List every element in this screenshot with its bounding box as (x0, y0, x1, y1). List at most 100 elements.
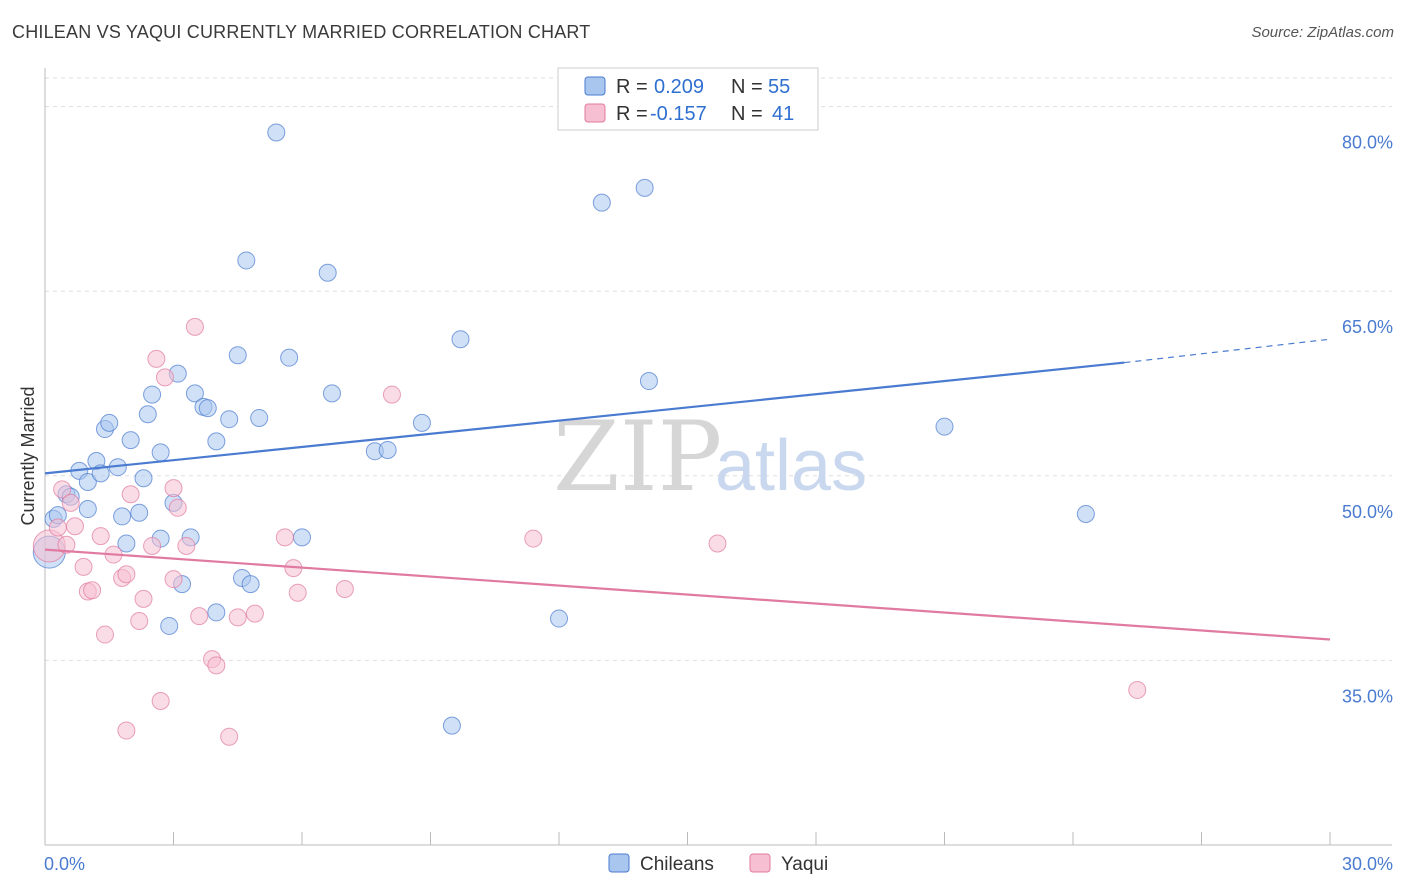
legend-r-value-1: 0.209 (654, 76, 704, 98)
legend-r-value-2: -0.157 (650, 103, 707, 125)
chileans-point (237, 251, 256, 270)
yaqui-point (74, 557, 93, 576)
chileans-trend-line (44, 361, 1125, 475)
chileans-point (592, 193, 611, 212)
data-points (32, 123, 1147, 746)
source-label: Source: ZipAtlas.com (1251, 24, 1394, 41)
chileans-point (322, 384, 341, 403)
legend-swatch-yaqui (584, 103, 606, 123)
chileans-point (550, 609, 568, 628)
yaqui-point (164, 479, 183, 498)
watermark: ZIP atlas (553, 401, 867, 513)
chileans-point (318, 263, 337, 282)
chileans-point (639, 372, 658, 391)
bottom-legend: Chileans Yaqui (608, 853, 828, 875)
chileans-point (280, 348, 299, 367)
yaqui-point (143, 536, 162, 555)
y-axis-tick-labels: 35.0% 50.0% 65.0% 80.0% (1342, 133, 1393, 707)
chileans-point (117, 534, 136, 553)
chileans-point (185, 384, 204, 403)
legend: R = 0.209 N = 55 R = -0.157 N = 41 (557, 67, 819, 131)
yaqui-point (220, 727, 239, 746)
yaqui-point (335, 580, 354, 599)
yaqui-point (57, 535, 76, 554)
chileans-point (220, 410, 239, 429)
chileans-point (134, 469, 153, 488)
chileans-point (113, 507, 132, 526)
y-tick-label-35: 35.0% (1342, 686, 1393, 706)
chart-title: CHILEAN VS YAQUI CURRENTLY MARRIED CORRE… (12, 22, 591, 42)
yaqui-point (228, 608, 247, 627)
chileans-point (267, 123, 286, 142)
yaqui-point (95, 625, 114, 644)
bottom-legend-swatch-yaqui (749, 853, 771, 873)
yaqui-point (53, 480, 72, 499)
yaqui-point (275, 528, 294, 547)
y-axis-label: Currently Married (18, 386, 38, 525)
yaqui-point (117, 565, 136, 584)
chileans-point (635, 178, 654, 197)
legend-r-label-1: R = (616, 76, 648, 98)
chileans-point (151, 443, 170, 462)
chileans-point (228, 346, 247, 365)
chileans-point (100, 413, 119, 432)
yaqui-point (121, 485, 140, 504)
chileans-point (78, 500, 97, 519)
chileans-point (293, 528, 311, 547)
yaqui-point (151, 692, 170, 711)
yaqui-point (83, 581, 102, 600)
chileans-point (143, 385, 162, 404)
yaqui-point (382, 385, 401, 404)
chileans-point (160, 616, 179, 635)
yaqui-point (190, 607, 209, 626)
axes (44, 68, 1392, 846)
chileans-trend-extension (1124, 338, 1331, 364)
y-tick-label-50: 50.0% (1342, 502, 1393, 522)
chileans-point (130, 503, 149, 522)
yaqui-point (177, 536, 196, 555)
x-tick-label-max: 30.0% (1342, 854, 1393, 874)
chileans-point (198, 399, 217, 418)
bottom-legend-label-chileans: Chileans (640, 854, 714, 875)
yaqui-point (91, 527, 110, 546)
yaqui-point (61, 493, 80, 512)
chileans-point (121, 431, 140, 450)
chileans-point (442, 716, 461, 735)
yaqui-point (168, 498, 187, 517)
watermark-zip: ZIP (553, 401, 722, 513)
legend-n-value-2: 41 (772, 103, 794, 125)
yaqui-point (130, 612, 149, 631)
yaqui-point (185, 317, 204, 336)
chileans-point (207, 432, 226, 451)
yaqui-point (155, 368, 174, 387)
chileans-point (451, 330, 470, 349)
watermark-atlas: atlas (715, 426, 867, 506)
yaqui-point (288, 583, 307, 602)
chileans-point (138, 405, 157, 424)
y-tick-label-65: 65.0% (1342, 317, 1393, 337)
yaqui-point (207, 656, 226, 675)
chileans-point (1076, 504, 1095, 523)
yaqui-point (708, 534, 727, 553)
yaqui-point (524, 529, 543, 548)
trend-lines (44, 338, 1331, 641)
chileans-point (412, 413, 431, 432)
x-tick-label-min: 0.0% (44, 854, 85, 874)
yaqui-point (117, 721, 136, 740)
bottom-legend-label-yaqui: Yaqui (781, 854, 828, 875)
x-axis-ticks (173, 832, 1331, 845)
bottom-legend-swatch-chileans (608, 853, 630, 873)
legend-n-label-2: N = (731, 103, 763, 125)
yaqui-point (65, 517, 84, 536)
yaqui-point (147, 349, 166, 368)
legend-n-label-1: N = (731, 76, 763, 98)
chileans-point (250, 408, 269, 427)
legend-r-label-2: R = (616, 103, 648, 125)
legend-n-value-1: 55 (768, 76, 790, 98)
chileans-point (78, 472, 97, 491)
yaqui-trend-line (44, 548, 1331, 641)
chileans-point (935, 417, 954, 436)
yaqui-point (164, 570, 183, 589)
chileans-point (241, 575, 260, 594)
